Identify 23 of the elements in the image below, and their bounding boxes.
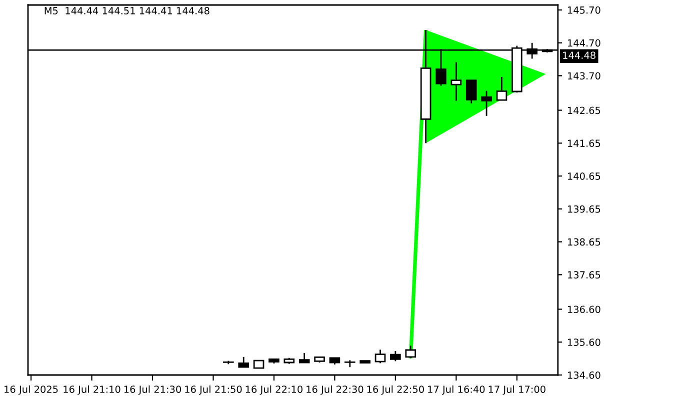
- y-tick-label: 138.65: [568, 238, 600, 246]
- ref-line-label: 144.48: [563, 52, 596, 59]
- x-tick-label: 16 Jul 22:50: [367, 385, 424, 395]
- y-tick-label: 137.65: [568, 271, 600, 279]
- y-tick-label: 139.65: [568, 205, 600, 213]
- y-tick-label: 143.70: [568, 72, 600, 80]
- y-tick-label: 145.70: [568, 6, 600, 14]
- chart-title: M5 144.44 144.51 144.41 144.48: [44, 7, 210, 14]
- y-tick-label: 136.60: [568, 306, 600, 314]
- x-tick-label: 16 Jul 21:50: [185, 385, 242, 395]
- y-tick-label: 142.65: [568, 106, 600, 114]
- x-tick-label: 16 Jul 2025: [4, 385, 58, 395]
- x-tick-label: 16 Jul 22:30: [306, 385, 364, 395]
- y-tick-label: 135.60: [568, 338, 600, 346]
- x-tick-label: 17 Jul 16:40: [428, 385, 485, 395]
- y-tick-label: 140.65: [568, 172, 600, 180]
- y-tick-label: 144.70: [568, 39, 600, 47]
- y-tick-label: 134.60: [568, 371, 600, 379]
- x-tick-label: 16 Jul 21:10: [64, 385, 120, 395]
- y-tick-label: 141.65: [568, 140, 600, 147]
- x-tick-label: 17 Jul 17:00: [488, 385, 546, 395]
- x-tick-label: 16 Jul 21:30: [124, 385, 182, 395]
- x-tick-label: 16 Jul 22:10: [246, 385, 302, 395]
